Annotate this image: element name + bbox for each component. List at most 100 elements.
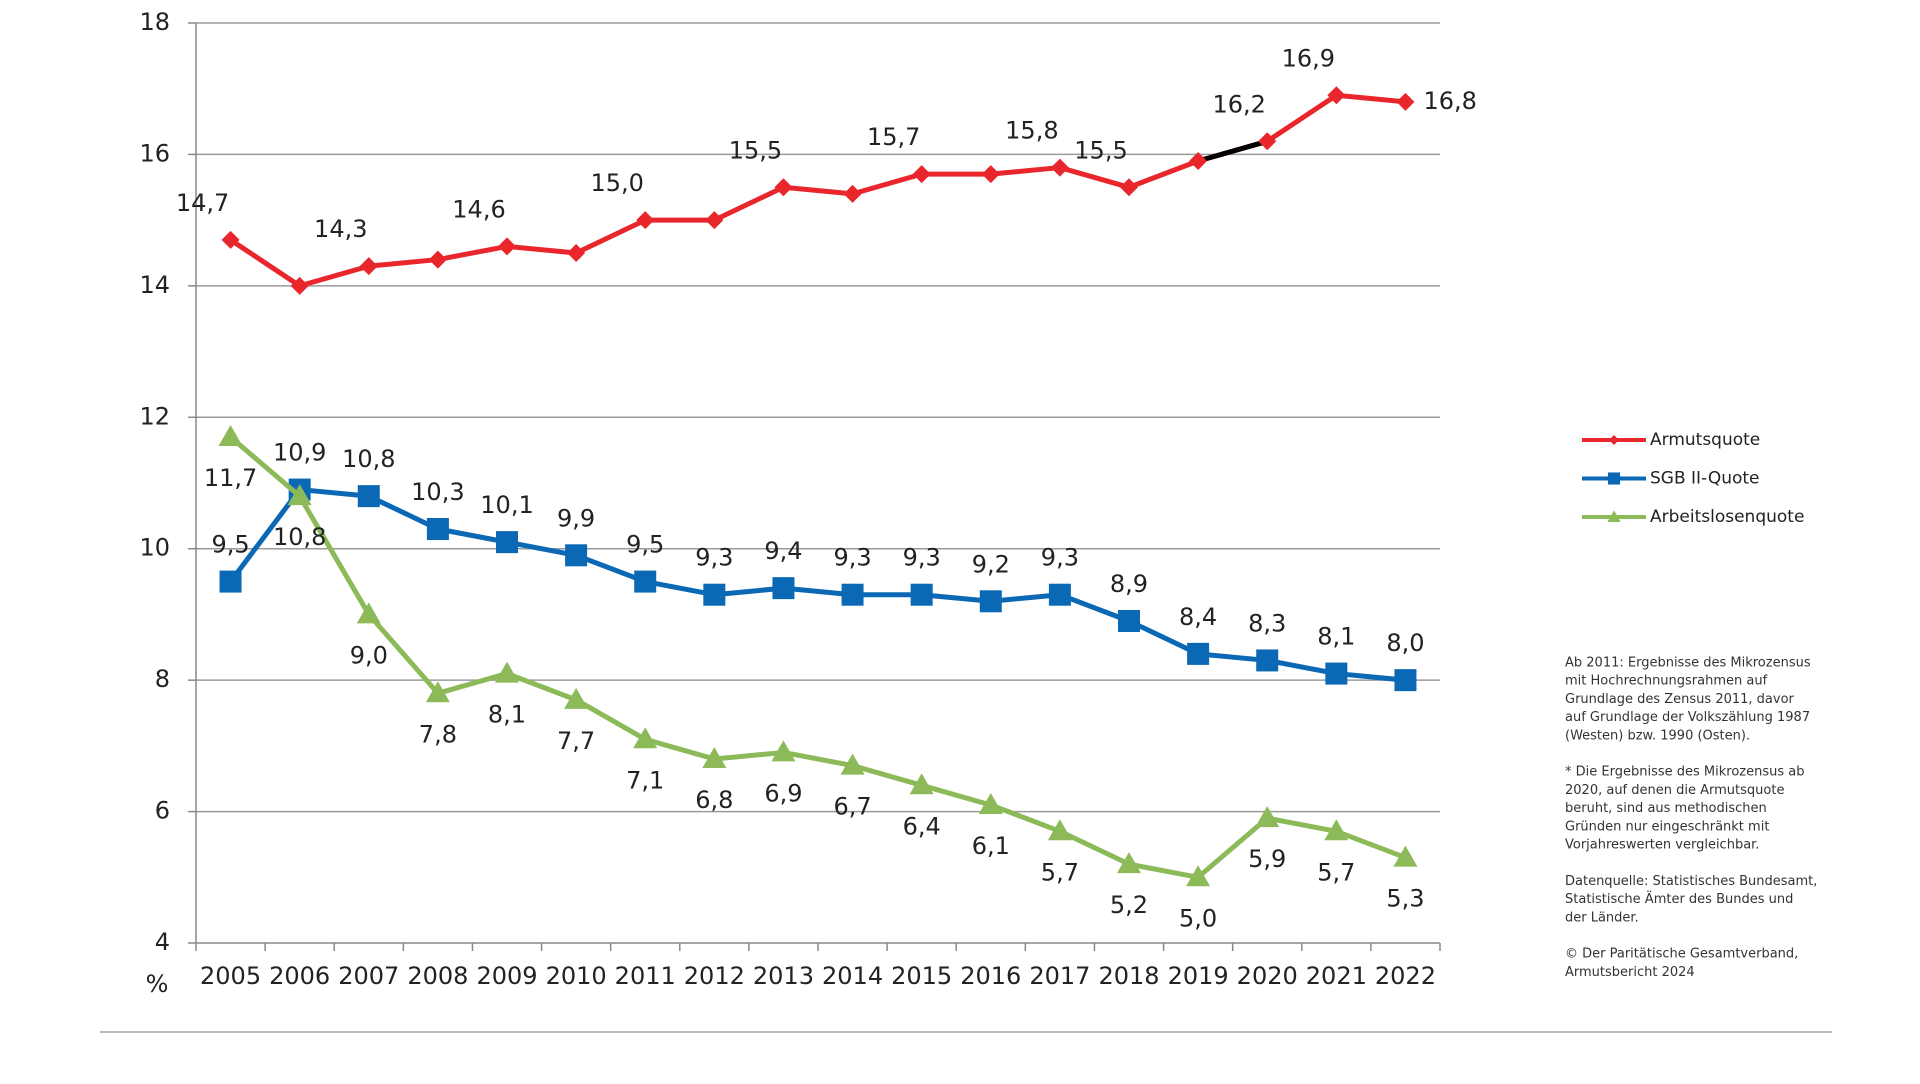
y-tick-label: 14 [139,271,170,299]
data-label: 8,9 [1110,570,1148,598]
data-label: 11,7 [204,464,257,492]
data-label: 9,2 [972,550,1010,578]
marker [1325,662,1348,685]
data-label: 9,3 [1041,544,1079,572]
marker [426,518,449,540]
marker [1048,583,1071,606]
legend-marker [1607,472,1621,485]
x-tick-label: 2008 [407,962,468,990]
note-line: (Westen) bzw. 1990 (Osten). [1565,728,1750,743]
data-label: 8,4 [1179,603,1217,631]
data-label: 5,0 [1179,904,1217,932]
series-line [228,435,1407,880]
legend-marker [1607,510,1621,522]
data-label: 5,9 [1248,845,1286,873]
data-label: 8,0 [1386,629,1424,657]
data-label: 9,3 [695,544,733,572]
marker [290,276,309,295]
marker [979,590,1002,613]
data-label: 9,3 [903,544,941,572]
marker [1258,132,1277,151]
data-label: 6,9 [764,779,802,807]
marker [978,793,1003,814]
note-line: mit Hochrechnungsrahmen auf [1565,674,1768,689]
note-line: Vorjahreswerten vergleichbar. [1565,838,1759,853]
note-line: 2020, auf denen die Armutsquote [1565,783,1784,798]
marker [634,570,657,593]
x-tick-label: 2018 [1098,962,1159,990]
y-tick-label: 18 [139,8,170,36]
data-label: 15,8 [1005,117,1058,145]
data-label: 9,3 [833,544,871,572]
data-label: 15,5 [729,136,782,164]
marker [287,484,312,506]
data-label: 16,8 [1423,87,1476,115]
y-tick-label: 12 [139,402,170,430]
note-line: Ab 2011: Ergebnisse des Mikrozensus [1565,656,1811,671]
y-tick-label: 16 [139,139,170,167]
x-tick-label: 2007 [338,962,399,990]
marker [633,727,658,749]
marker [425,681,450,703]
data-label: 7,7 [557,727,595,755]
marker [771,740,796,762]
marker [1117,852,1141,874]
marker [1393,845,1418,867]
note-line: der Länder. [1565,910,1639,925]
marker [1327,86,1346,105]
y-tick-label: 6 [155,797,170,825]
marker [1324,819,1349,841]
data-label: 8,1 [488,701,526,729]
data-label: 10,3 [411,478,464,506]
x-tick-label: 2015 [891,962,952,990]
marker [912,165,931,184]
marker [567,244,586,262]
data-label: 9,4 [764,537,802,565]
x-tick-label: 2010 [546,962,607,990]
x-tick-label: 2011 [615,962,676,990]
marker [1255,806,1280,828]
note-line: Grundlage des Zensus 2011, davor [1565,692,1795,707]
note-line: © Der Paritätische Gesamtverband, [1565,947,1798,962]
data-label: 9,0 [350,641,388,669]
data-label: 10,9 [273,439,326,467]
data-label: 15,5 [1074,136,1127,164]
legend-marker [1609,435,1619,445]
marker [496,531,518,554]
marker [1187,642,1210,665]
x-tick-label: 2009 [476,962,537,990]
data-label: 16,9 [1282,44,1335,72]
note-line: beruht, sind aus methodischen [1565,801,1767,816]
marker [705,211,724,230]
data-label: 7,8 [419,720,457,748]
note-line: Datenquelle: Statistisches Bundesamt, [1565,874,1817,889]
marker [1047,819,1072,841]
marker [218,425,243,446]
data-label: 6,1 [972,832,1010,860]
x-tick-label: 2005 [200,962,261,990]
marker [910,583,933,606]
marker [1394,669,1417,692]
marker [428,250,447,269]
marker [843,184,862,203]
marker [1120,178,1138,197]
y-tick-label: 8 [155,665,170,693]
marker [495,661,519,683]
marker [1189,152,1208,170]
data-label: 5,2 [1110,891,1148,919]
note-line: auf Grundlage der Volkszählung 1987 [1565,710,1810,725]
legend-label: SGB II-Quote [1650,469,1760,489]
data-label: 6,7 [833,793,871,821]
break-segment [1197,138,1268,164]
marker [359,257,378,276]
data-label: 6,4 [903,812,941,840]
data-label: 8,1 [1317,623,1355,651]
marker [1256,649,1279,672]
marker [564,687,589,709]
note-line: Gründen nur eingeschränkt mit [1565,819,1769,834]
legend-label: Arbeitslosenquote [1650,507,1804,527]
x-tick-label: 2021 [1306,962,1367,990]
series-line [228,487,1406,683]
marker [1396,92,1415,111]
marker [498,237,516,256]
